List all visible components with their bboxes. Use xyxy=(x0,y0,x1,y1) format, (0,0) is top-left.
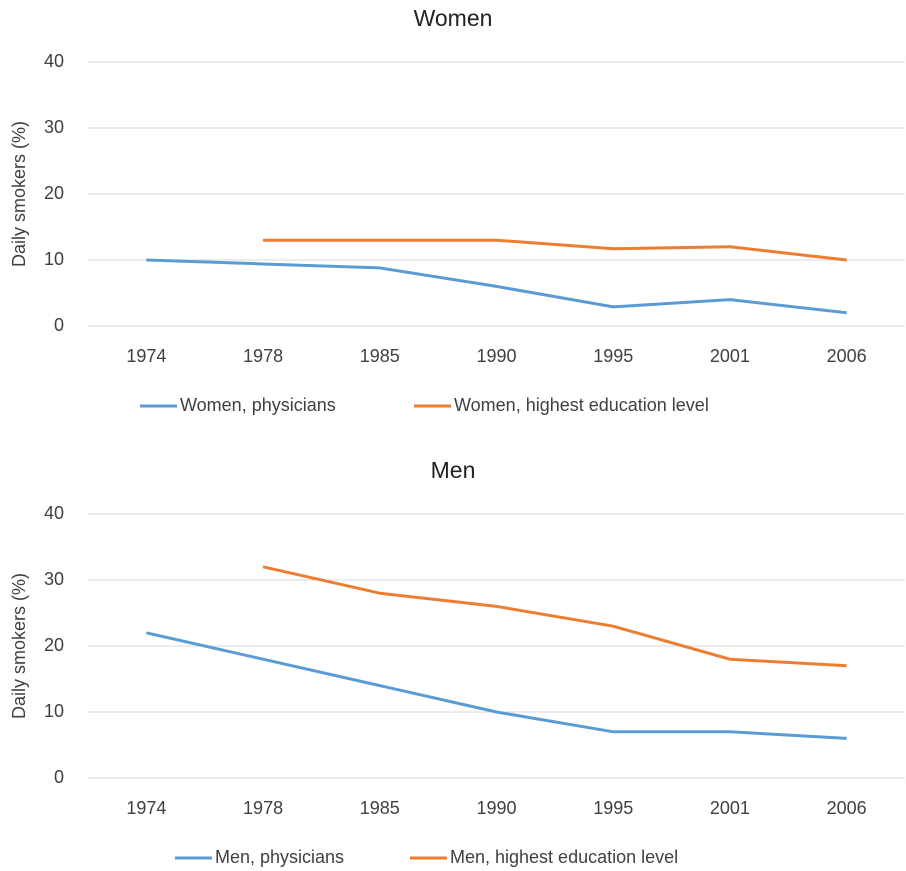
x-tick-label: 1995 xyxy=(593,346,633,366)
legend-label: Women, highest education level xyxy=(454,395,709,415)
data-line xyxy=(146,258,847,315)
y-tick-label: 20 xyxy=(44,635,64,655)
x-tick-label: 1974 xyxy=(126,798,166,818)
x-tick-label: 1990 xyxy=(476,798,516,818)
y-axis-label: Daily smokers (%) xyxy=(9,121,29,267)
data-line xyxy=(262,565,847,668)
y-tick-label: 30 xyxy=(44,569,64,589)
x-tick-label: 1985 xyxy=(360,798,400,818)
x-tick-label: 1978 xyxy=(243,346,283,366)
chart-title: Men xyxy=(431,457,476,483)
x-tick-label: 2006 xyxy=(827,346,867,366)
y-tick-label: 0 xyxy=(54,315,64,335)
y-tick-label: 10 xyxy=(44,249,64,269)
y-tick-label: 30 xyxy=(44,117,64,137)
chart-title: Women xyxy=(414,5,493,31)
y-axis-label: Daily smokers (%) xyxy=(9,573,29,719)
x-tick-label: 2001 xyxy=(710,798,750,818)
y-tick-label: 0 xyxy=(54,767,64,787)
x-tick-label: 1974 xyxy=(126,346,166,366)
legend-label: Women, physicians xyxy=(180,395,336,415)
y-tick-label: 10 xyxy=(44,701,64,721)
y-tick-label: 40 xyxy=(44,51,64,71)
data-line xyxy=(263,238,847,262)
legend-label: Men, highest education level xyxy=(450,847,678,867)
legend-label: Men, physicians xyxy=(215,847,344,867)
y-tick-label: 40 xyxy=(44,503,64,523)
x-tick-label: 2001 xyxy=(710,346,750,366)
x-tick-label: 2006 xyxy=(827,798,867,818)
x-tick-label: 1990 xyxy=(476,346,516,366)
y-tick-label: 20 xyxy=(44,183,64,203)
x-tick-label: 1985 xyxy=(360,346,400,366)
data-line xyxy=(146,631,847,740)
x-tick-label: 1978 xyxy=(243,798,283,818)
x-tick-label: 1995 xyxy=(593,798,633,818)
